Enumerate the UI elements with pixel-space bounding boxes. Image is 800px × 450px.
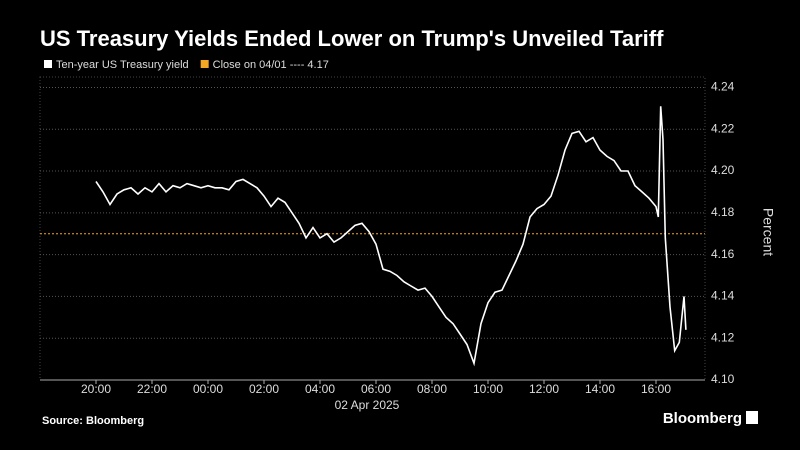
legend-label: Close on 04/01 ---- 4.17 [213,59,329,71]
x-tick-label: 20:00 [81,382,111,396]
y-tick-label: 4.16 [711,247,735,261]
x-tick-label: 00:00 [193,382,223,396]
x-tick-label: 06:00 [361,382,391,396]
legend-label: Ten-year US Treasury yield [56,59,189,71]
x-tick-label: 14:00 [585,382,615,396]
y-tick-label: 4.10 [711,372,735,386]
y-tick-label: 4.22 [711,121,735,135]
brand-icon [746,411,758,424]
y-tick-label: 4.18 [711,205,735,219]
x-sublabel: 02 Apr 2025 [335,398,400,412]
y-axis-label: Percent [760,208,776,256]
x-tick-label: 16:00 [641,382,671,396]
chart-title: US Treasury Yields Ended Lower on Trump'… [40,26,664,51]
y-tick-label: 4.20 [711,163,735,177]
x-tick-label: 22:00 [137,382,167,396]
brand: Bloomberg [663,410,742,427]
legend-swatch [44,60,52,68]
plot-frame [39,76,706,381]
x-tick-label: 08:00 [417,382,447,396]
x-tick-label: 02:00 [249,382,279,396]
y-tick-label: 4.12 [711,330,735,344]
source: Source: Bloomberg [42,415,144,427]
y-tick-label: 4.14 [711,289,735,303]
x-tick-label: 12:00 [529,382,559,396]
x-tick-label: 04:00 [305,382,335,396]
x-tick-label: 10:00 [473,382,503,396]
legend-swatch [200,60,209,68]
series-line [95,106,687,367]
y-tick-label: 4.24 [711,80,735,94]
